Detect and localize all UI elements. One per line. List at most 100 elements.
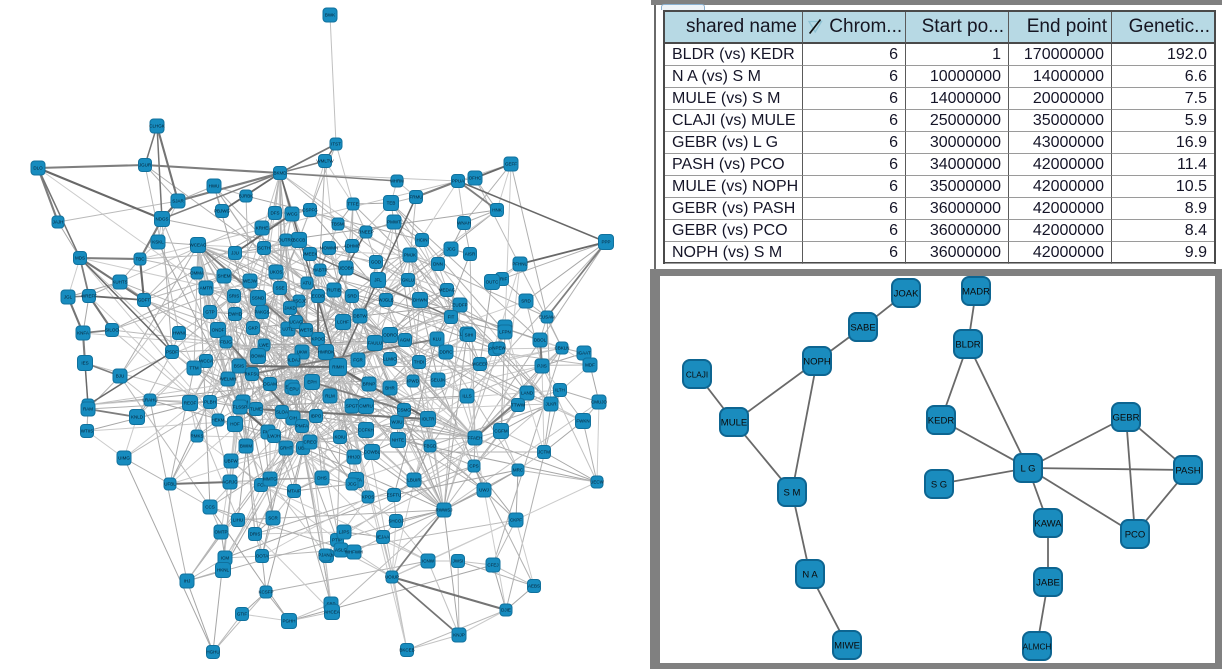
svg-text:WELMH: WELMH — [220, 377, 237, 382]
svg-text:ONDF: ONDF — [212, 328, 225, 333]
svg-text:KNJP: KNJP — [453, 633, 465, 638]
svg-text:GEBR: GEBR — [1113, 412, 1140, 423]
svg-text:UKOS: UKOS — [270, 270, 283, 275]
svg-text:UFBL: UFBL — [164, 482, 176, 487]
svg-text:DLO: DLO — [33, 166, 43, 171]
svg-text:TBSMI: TBSMI — [331, 222, 345, 227]
svg-text:KEDR: KEDR — [928, 415, 955, 426]
svg-text:IBPO: IBPO — [311, 414, 322, 419]
svg-text:NPEW: NPEW — [492, 346, 506, 351]
svg-text:DDRC: DDRC — [440, 350, 454, 355]
svg-text:JCTM: JCTM — [538, 450, 550, 455]
svg-text:JOAK: JOAK — [894, 288, 919, 299]
svg-text:LRAHU: LRAHU — [142, 398, 157, 403]
svg-text:DNN: DNN — [433, 262, 443, 267]
svg-text:REOF: REOF — [184, 401, 197, 406]
svg-text:KAWA: KAWA — [1034, 518, 1062, 529]
svg-text:FWKN: FWKN — [576, 419, 589, 424]
svg-text:AHCEA: AHCEA — [324, 610, 340, 615]
svg-text:LJPS: LJPS — [339, 530, 350, 535]
svg-text:MDF: MDF — [585, 363, 595, 368]
svg-text:WJGLB: WJGLB — [378, 298, 394, 303]
svg-text:HMRDK: HMRDK — [318, 350, 335, 355]
svg-text:MEDAG: MEDAG — [439, 288, 456, 293]
svg-text:PFHNU: PFHNU — [512, 262, 528, 267]
svg-text:KNLD: KNLD — [131, 415, 144, 420]
svg-text:RLM: RLM — [325, 394, 335, 399]
svg-text:PGHH: PGHH — [282, 619, 295, 624]
svg-text:ICNW: ICNW — [422, 559, 435, 564]
svg-text:SILOO: SILOO — [105, 328, 119, 333]
svg-text:ILDAJ: ILDAJ — [288, 358, 300, 363]
svg-text:LWJH: LWJH — [268, 434, 280, 439]
svg-text:OGAM: OGAM — [263, 382, 277, 387]
svg-text:LWE: LWE — [259, 343, 268, 348]
svg-text:HCIN: HCIN — [417, 238, 428, 243]
svg-text:LCHF: LCHF — [337, 320, 349, 325]
svg-text:KOIU: KOIU — [334, 435, 345, 440]
svg-text:MMTG: MMTG — [263, 477, 277, 482]
svg-text:ILLS: ILLS — [462, 394, 471, 399]
svg-text:CMUJO: CMUJO — [591, 400, 607, 405]
svg-text:LFPN: LFPN — [499, 330, 511, 335]
svg-text:PLBH: PLBH — [204, 400, 216, 405]
svg-text:KUHTS: KUHTS — [112, 280, 127, 285]
svg-text:SEUJK: SEUJK — [431, 378, 446, 383]
svg-text:L G: L G — [1021, 463, 1036, 474]
svg-text:UKW: UKW — [297, 350, 308, 355]
svg-text:UEOBH: UEOBH — [338, 266, 354, 271]
svg-text:KLU: KLU — [433, 337, 442, 342]
svg-text:EPH: EPH — [307, 380, 316, 385]
svg-text:PJIS: PJIS — [537, 364, 547, 369]
svg-text:WSCJC: WSCJC — [291, 299, 308, 304]
svg-text:HABTP: HABTP — [312, 268, 327, 273]
svg-text:SRIS: SRIS — [229, 294, 240, 299]
svg-text:PJANJ: PJANJ — [318, 553, 332, 558]
svg-text:TTFE: TTFE — [347, 202, 358, 207]
svg-text:HNK: HNK — [492, 208, 502, 213]
svg-text:SCR: SCR — [268, 516, 278, 521]
svg-text:FBGD: FBGD — [424, 444, 437, 449]
svg-text:LLMIO: LLMIO — [383, 357, 397, 362]
svg-text:AGM: AGM — [400, 338, 411, 343]
svg-text:GDFT: GDFT — [138, 298, 150, 303]
svg-text:TBC: TBC — [136, 257, 146, 262]
svg-text:HWU: HWU — [209, 184, 220, 189]
svg-text:DRIS: DRIS — [250, 532, 261, 537]
svg-text:PMJK: PMJK — [404, 253, 416, 258]
svg-text:KPOO: KPOO — [311, 337, 325, 342]
svg-text:DHS: DHS — [317, 476, 327, 481]
svg-text:RWWSJ: RWWSJ — [436, 508, 453, 513]
svg-text:S M: S M — [784, 487, 801, 498]
svg-text:UOIUP: UOIUP — [385, 575, 399, 580]
svg-text:JGL: JGL — [64, 295, 73, 300]
svg-text:CLAJI: CLAJI — [686, 370, 708, 379]
svg-text:JLKR: JLKR — [545, 402, 557, 407]
svg-text:ICM: ICM — [221, 556, 230, 561]
svg-text:FLSSP: FLSSP — [233, 405, 247, 410]
svg-text:GTP: GTP — [205, 310, 214, 315]
svg-text:CIH: CIH — [289, 416, 297, 421]
svg-text:HWNI: HWNI — [173, 331, 185, 336]
svg-text:ITST: ITST — [331, 142, 341, 147]
svg-text:DJIE: DJIE — [501, 608, 511, 613]
svg-text:DBOL: DBOL — [534, 338, 547, 343]
svg-text:ILTH: ILTH — [555, 388, 564, 393]
svg-text:DHWN: DHWN — [413, 298, 427, 303]
svg-text:AGRJG: AGRJG — [222, 480, 238, 485]
svg-text:LBUIR: LBUIR — [407, 478, 421, 483]
svg-text:DFS: DFS — [271, 211, 280, 216]
svg-text:MOWMN: MOWMN — [320, 246, 339, 251]
svg-text:FAULU: FAULU — [368, 341, 383, 346]
svg-text:GEFF: GEFF — [505, 162, 517, 167]
svg-text:MULE: MULE — [721, 417, 747, 428]
svg-text:JCG: JCG — [447, 247, 456, 252]
svg-text:OFHC: OFHC — [469, 176, 482, 181]
svg-text:OUTC: OUTC — [486, 280, 499, 285]
svg-text:EUSAW: EUSAW — [539, 315, 556, 320]
svg-text:LIHU: LIHU — [233, 518, 243, 523]
svg-text:MDS: MDS — [75, 256, 85, 261]
svg-text:GKLU: GKLU — [402, 278, 414, 283]
svg-text:CMRU: CMRU — [359, 404, 373, 409]
svg-text:OOTA: OOTA — [256, 554, 268, 559]
